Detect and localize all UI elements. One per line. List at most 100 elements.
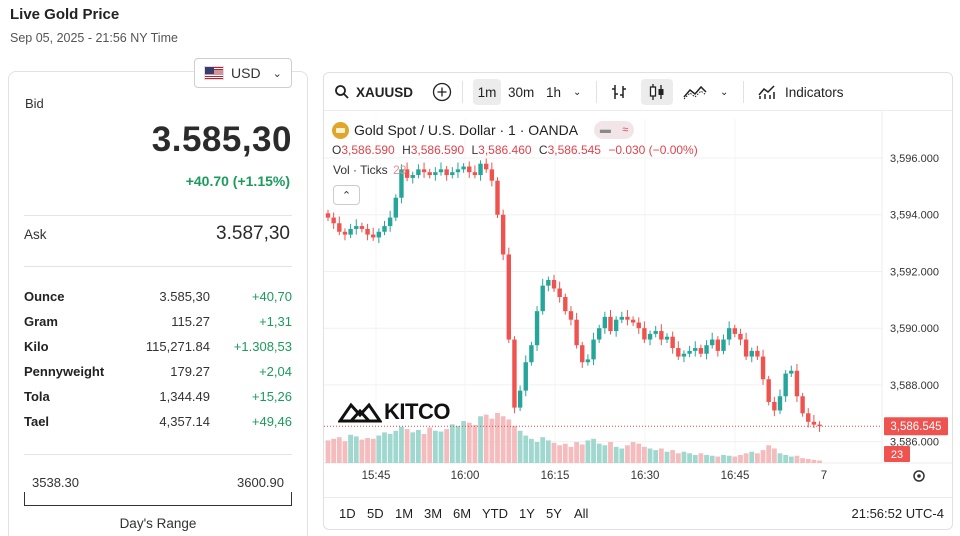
volume-bar — [365, 438, 370, 463]
candle-body — [659, 331, 664, 340]
candle-body — [670, 336, 675, 349]
candle-body — [450, 172, 455, 176]
candles-style-button[interactable] — [641, 79, 673, 105]
chart-style-dropdown[interactable]: ⌄ — [720, 79, 728, 105]
volume-bar — [455, 425, 461, 463]
candle-body — [461, 166, 466, 170]
last-price-label: 3,586.545 — [890, 421, 941, 433]
candle-body — [777, 396, 783, 411]
volume-bar — [625, 445, 630, 463]
candles-icon — [649, 84, 664, 100]
volume-bar — [721, 454, 726, 463]
compare-button[interactable] — [432, 79, 452, 105]
currency-select[interactable]: USD ⌄ — [194, 58, 292, 88]
range-1m[interactable]: 1M — [395, 506, 414, 521]
y-tick-label: 3,596.000 — [890, 153, 939, 165]
volume-bar — [427, 427, 433, 463]
y-tick-label: 3,594.000 — [890, 210, 939, 222]
range-1d[interactable]: 1D — [339, 506, 356, 521]
last-volume-badge — [884, 446, 910, 462]
volume-bar — [647, 448, 653, 463]
range-6m[interactable]: 6M — [453, 506, 472, 521]
volume-bar — [800, 458, 805, 463]
range-5d[interactable]: 5D — [367, 506, 384, 521]
volume-bar — [794, 455, 800, 463]
volume-bar — [788, 456, 794, 463]
candlestick-chart[interactable]: 3,596.000 3,594.000 3,592.000 3,590.000 3,58… — [324, 111, 953, 497]
candle-body — [438, 169, 444, 173]
candle-body — [512, 339, 517, 408]
candle-body — [354, 226, 359, 229]
candle-body — [811, 421, 817, 425]
area-style-button[interactable] — [682, 79, 708, 105]
symbol-search[interactable]: XAUUSD — [334, 79, 413, 105]
volume-bar — [709, 455, 715, 463]
volume-bar — [658, 448, 664, 463]
chevron-down-icon: ⌄ — [720, 86, 729, 98]
chart-legend: Gold Spot / U.S. Dollar · 1 · OANDA ▬ ≈ — [332, 121, 635, 139]
candle-body — [484, 163, 489, 170]
bid-change: +40.70 (+1.15%) — [185, 173, 290, 189]
volume-bar — [545, 440, 551, 463]
candle-body — [664, 336, 670, 340]
candle-body — [591, 339, 596, 360]
us-flag-icon — [204, 66, 224, 80]
interval-dropdown[interactable]: ⌄ — [573, 79, 581, 105]
legend-toggle[interactable]: ▬ ≈ — [594, 121, 635, 139]
candle-body — [563, 297, 568, 312]
volume-value: 23 — [393, 163, 407, 177]
bar-style-button[interactable] — [610, 79, 628, 105]
candle-body — [817, 424, 822, 427]
unit-row-tola: Tola 1,344.49 +15,26 — [24, 389, 292, 409]
range-3m[interactable]: 3M — [424, 506, 443, 521]
candle-body — [721, 339, 726, 351]
interval-30m[interactable]: 30m — [508, 84, 535, 100]
volume-bar — [642, 446, 647, 463]
candle-body — [540, 285, 545, 312]
volume-bar — [483, 414, 489, 463]
x-tick-label: 16:30 — [631, 470, 660, 482]
collapse-legend-button[interactable]: ⌃ — [333, 185, 360, 205]
last-volume-label: 23 — [891, 449, 903, 461]
volume-bar — [653, 450, 659, 463]
candle-body — [619, 316, 624, 320]
unit-change: +1.308,53 — [233, 339, 292, 354]
instrument-title: Gold Spot / U.S. Dollar · 1 · OANDA — [354, 122, 579, 138]
interval-1h[interactable]: 1h — [546, 84, 562, 100]
volume-bar — [449, 424, 455, 463]
page-title: Live Gold Price — [10, 6, 120, 23]
candle-body — [467, 166, 472, 173]
range-5y[interactable]: 5Y — [546, 506, 562, 521]
area-chart-icon — [683, 85, 707, 100]
range-all[interactable]: All — [574, 506, 589, 521]
bid-label: Bid — [25, 96, 44, 111]
days-range-label: Day's Range — [119, 516, 197, 531]
y-tick-label: 3,586.000 — [890, 437, 939, 449]
volume-bar — [551, 442, 557, 463]
x-tick-label: 16:45 — [721, 470, 750, 482]
candle-body — [523, 362, 528, 391]
volume-bar — [500, 416, 506, 463]
settings-icon-center — [917, 474, 921, 478]
interval-1m[interactable]: 1m — [473, 79, 501, 105]
indicators-button[interactable]: Indicators — [757, 79, 844, 105]
candle-body — [806, 413, 811, 422]
high-key: H — [402, 143, 411, 157]
indicators-icon — [758, 85, 775, 99]
x-tick-label: 16:15 — [541, 470, 570, 482]
range-ytd[interactable]: YTD — [482, 506, 508, 521]
volume-bar — [760, 450, 766, 463]
x-tick-label: 15:45 — [362, 470, 391, 482]
range-1y[interactable]: 1Y — [519, 506, 535, 521]
volume-bar — [743, 453, 749, 463]
volume-bar — [387, 433, 393, 463]
candle-body — [506, 254, 511, 340]
candle-body — [597, 328, 602, 340]
volume-bar — [749, 451, 755, 463]
search-icon — [335, 85, 349, 99]
candle-body — [546, 279, 551, 286]
candle-body — [749, 350, 754, 357]
volume-label: Vol · Ticks — [333, 163, 388, 177]
volume-bar — [664, 451, 670, 463]
settings-icon[interactable] — [913, 470, 925, 482]
